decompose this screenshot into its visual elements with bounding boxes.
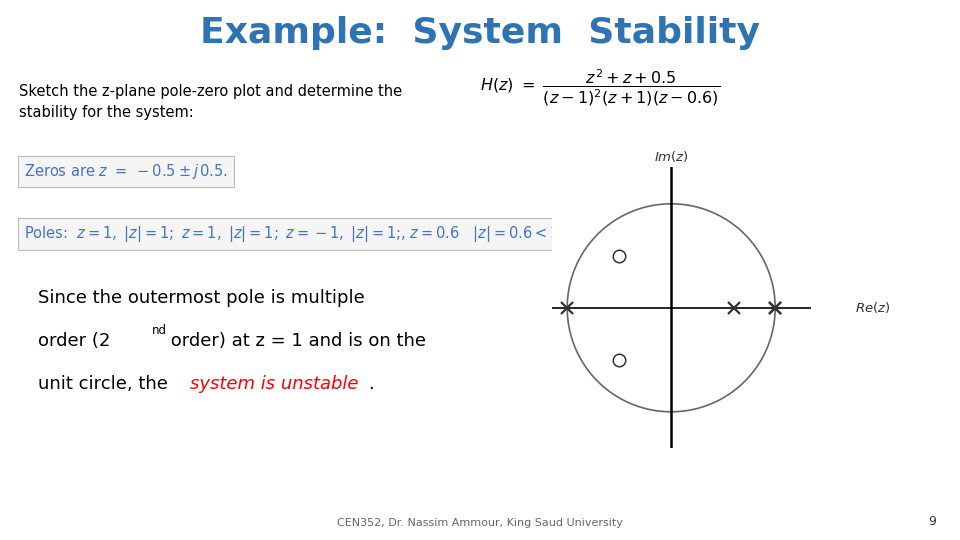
Text: $Im(z)$: $Im(z)$ — [654, 149, 688, 164]
Text: Example:  System  Stability: Example: System Stability — [200, 16, 760, 50]
Text: Since the outermost pole is multiple: Since the outermost pole is multiple — [38, 289, 365, 307]
Text: .: . — [368, 375, 373, 393]
Text: Zeros are $z\ =\ -0.5 \pm j\,0.5.$: Zeros are $z\ =\ -0.5 \pm j\,0.5.$ — [24, 162, 228, 181]
Text: Sketch the z-plane pole-zero plot and determine the
stability for the system:: Sketch the z-plane pole-zero plot and de… — [19, 84, 402, 120]
Text: CEN352, Dr. Nassim Ammour, King Saud University: CEN352, Dr. Nassim Ammour, King Saud Uni… — [337, 518, 623, 528]
Text: Poles:  $z=1,\ |z|=1;\ z=1,\ |z|=1;\ z=-1,\ |z|=1$;, $z=0.6\ \ \ |z|=0.6<1.$: Poles: $z=1,\ |z|=1;\ z=1,\ |z|=1;\ z=-1… — [24, 224, 564, 244]
Text: $H(z)\ =\ \dfrac{z^2+z+0.5}{(z-1)^2(z+1)(z-0.6)}$: $H(z)\ =\ \dfrac{z^2+z+0.5}{(z-1)^2(z+1)… — [480, 68, 720, 108]
Text: unit circle, the: unit circle, the — [38, 375, 174, 393]
Text: 9: 9 — [928, 515, 936, 528]
Text: system is unstable: system is unstable — [190, 375, 359, 393]
Text: nd: nd — [152, 324, 167, 337]
Text: order (2: order (2 — [38, 332, 110, 350]
Text: order) at z = 1 and is on the: order) at z = 1 and is on the — [165, 332, 426, 350]
Text: $Re(z)$: $Re(z)$ — [855, 300, 891, 315]
